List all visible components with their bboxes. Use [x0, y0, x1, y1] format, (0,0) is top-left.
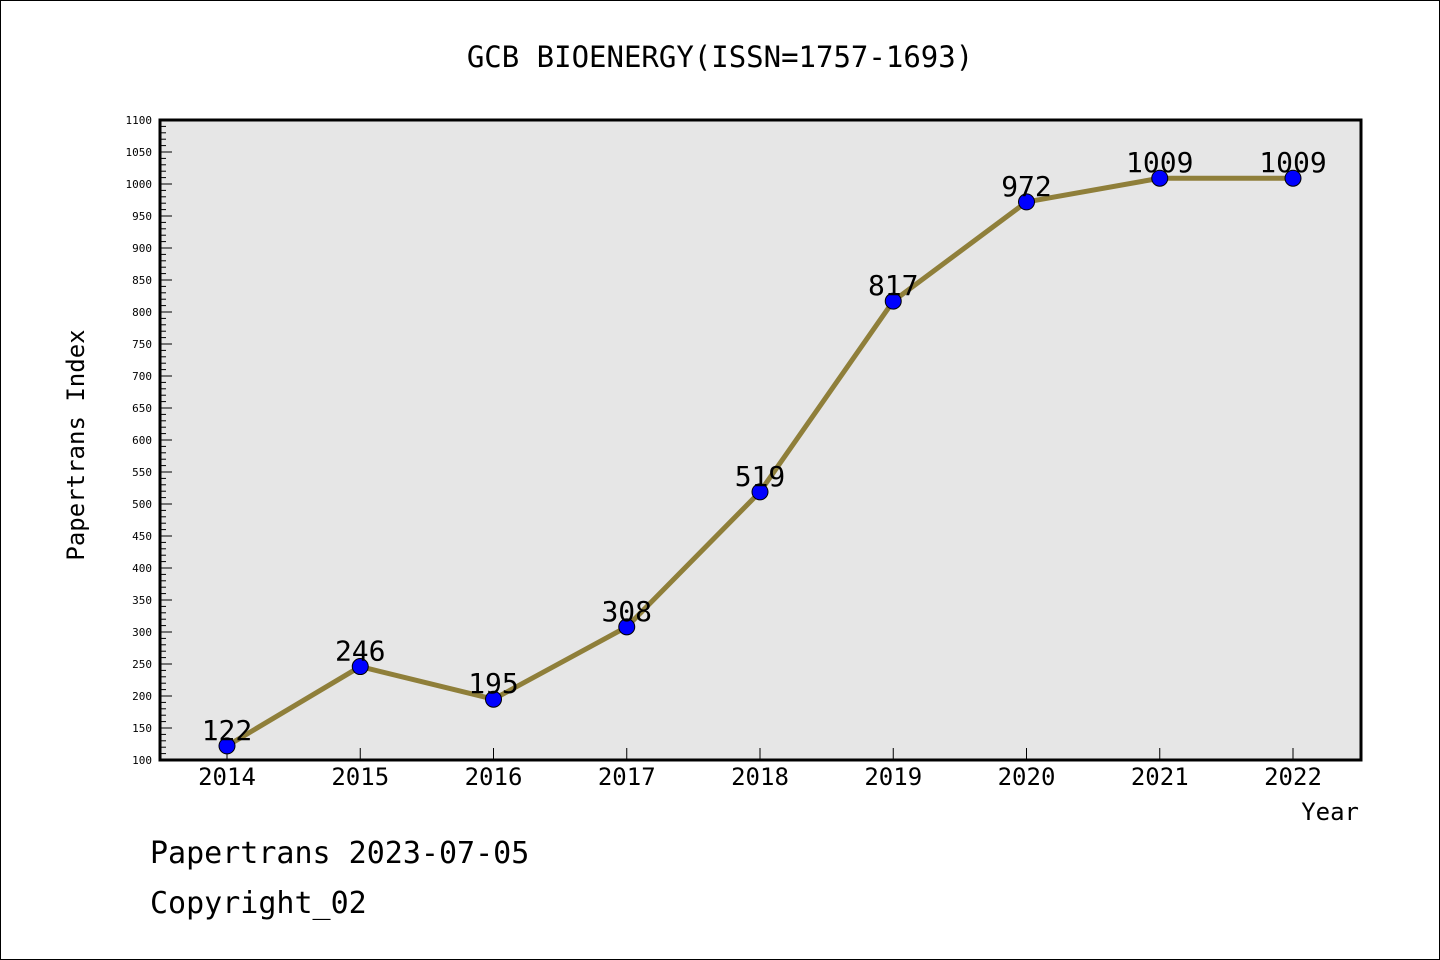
y-tick-label: 1050	[126, 146, 153, 159]
y-tick-label: 400	[132, 562, 152, 575]
data-label: 195	[468, 667, 519, 700]
data-label: 817	[868, 269, 919, 302]
y-tick-label: 450	[132, 530, 152, 543]
y-axis: 100 150 200 250 300 350 400 450 500 550 600 650 700 7…	[126, 114, 172, 767]
data-point	[351, 658, 369, 676]
chart-title: GCB BIOENERGY(ISSN=1757-1693)	[467, 40, 973, 74]
y-tick-label: 950	[132, 210, 152, 223]
y-tick-label: 350	[132, 594, 152, 607]
x-tick-label: 2014	[198, 763, 256, 791]
y-axis-label: Papertrans Index	[62, 329, 90, 560]
y-tick-label: 100	[132, 754, 152, 767]
plot-area	[158, 118, 1363, 762]
x-tick-label: 2020	[998, 763, 1056, 791]
data-point	[884, 292, 902, 310]
x-tick-label: 2015	[331, 763, 389, 791]
x-tick-label: 2016	[465, 763, 523, 791]
x-axis: 2014 2015 2016 2017 2018 2019 2020 2021 2022	[198, 748, 1322, 791]
y-tick-label: 1000	[126, 178, 153, 191]
data-label: 1009	[1259, 146, 1326, 179]
data-point	[1151, 169, 1169, 187]
data-label: 246	[335, 635, 386, 668]
data-point	[218, 737, 236, 755]
x-tick-label: 2019	[864, 763, 922, 791]
y-tick-label: 600	[132, 434, 152, 447]
x-tick-label: 2021	[1131, 763, 1189, 791]
y-tick-label: 650	[132, 402, 152, 415]
data-label: 519	[735, 460, 786, 493]
data-label: 122	[202, 714, 253, 747]
data-point	[485, 690, 502, 708]
data-point	[751, 483, 769, 501]
y-tick-label: 150	[132, 722, 152, 735]
data-label: 308	[601, 595, 652, 628]
y-tick-label: 200	[132, 690, 152, 703]
y-tick-label: 550	[132, 466, 152, 479]
y-tick-label: 800	[132, 306, 152, 319]
y-tick-label: 300	[132, 626, 152, 639]
y-tick-label: 750	[132, 338, 152, 351]
x-tick-label: 2018	[731, 763, 789, 791]
y-tick-label: 1100	[126, 114, 153, 127]
y-tick-label: 250	[132, 658, 152, 671]
data-point	[1018, 193, 1035, 211]
data-label: 972	[1001, 170, 1052, 203]
data-point	[1284, 169, 1302, 187]
data-labels: 122 246 195 308 519 817 972 1009 1009	[202, 146, 1327, 747]
series-markers	[218, 169, 1302, 755]
y-tick-label: 900	[132, 242, 152, 255]
x-tick-label: 2022	[1264, 763, 1322, 791]
x-axis-label: Year	[1301, 798, 1359, 826]
y-tick-label: 850	[132, 274, 152, 287]
footer-date: Papertrans 2023-07-05	[150, 836, 529, 871]
data-point	[618, 618, 636, 636]
footer-copyright: Copyright_02	[150, 886, 367, 921]
y-tick-label: 500	[132, 498, 152, 511]
x-tick-label: 2017	[598, 763, 656, 791]
data-label: 1009	[1126, 146, 1193, 179]
y-tick-label: 700	[132, 370, 152, 383]
